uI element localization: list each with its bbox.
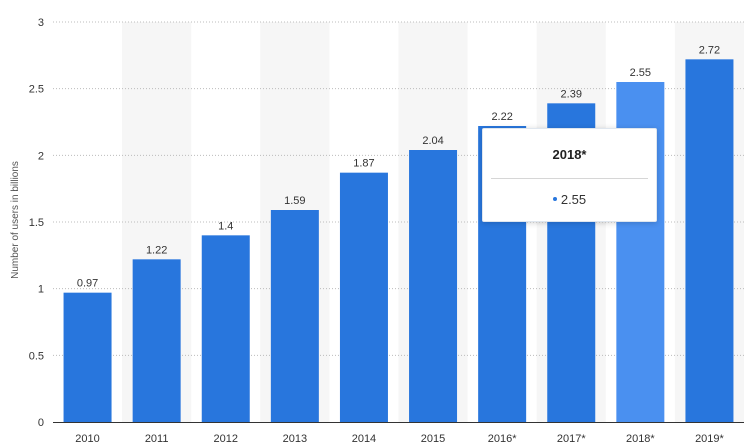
x-tick-label: 2018*: [626, 433, 655, 444]
bar-2011[interactable]: [132, 259, 181, 422]
y-axis-title: Number of users in billions: [10, 161, 21, 279]
data-label: 2.22: [491, 111, 512, 123]
tooltip-divider: [491, 178, 648, 179]
y-tick-label: 2: [38, 150, 44, 162]
y-tick-label: 0.5: [29, 350, 44, 362]
data-labels: 0.97 1.22 1.4 1.59 1.87 2.04 2.22 2.39 2.55 2.72: [77, 44, 720, 289]
bar-2019-projected[interactable]: [685, 59, 734, 422]
bar-2014[interactable]: [339, 172, 388, 422]
data-label: 2.04: [422, 135, 443, 147]
x-tick-label: 2014: [352, 433, 376, 444]
data-label: 1.59: [284, 195, 305, 207]
x-tick-label: 2017*: [557, 433, 586, 444]
data-label: 1.4: [218, 220, 233, 232]
bar-2015[interactable]: [409, 150, 458, 422]
bar-2012[interactable]: [201, 235, 250, 422]
y-tick-label: 3: [38, 17, 44, 29]
data-label: 1.87: [353, 158, 374, 170]
gridlines: [53, 21, 744, 356]
y-tick-label: 1: [38, 284, 44, 296]
y-tick-label: 1.5: [29, 217, 44, 229]
tooltip-value-row: 2.55: [483, 192, 656, 207]
data-label: 2.55: [630, 67, 651, 79]
y-axis-ticks: 0 0.5 1 1.5 2 2.5 3: [29, 17, 44, 429]
bars: [63, 59, 734, 422]
x-tick-label: 2013: [283, 433, 307, 444]
tooltip-title: 2018*: [552, 147, 587, 162]
y-tick-label: 2.5: [29, 84, 44, 96]
data-label: 0.97: [77, 278, 98, 290]
tooltip-value: 2.55: [560, 192, 587, 207]
data-label: 1.22: [146, 244, 167, 256]
x-tick-label: 2015: [421, 433, 445, 444]
bar-2013[interactable]: [270, 210, 319, 422]
y-tick-label: 0: [38, 417, 44, 429]
tooltip: 2018* 2.55: [482, 128, 657, 222]
data-label: 2.39: [561, 88, 582, 100]
bar-2010[interactable]: [63, 292, 112, 422]
x-tick-label: 2019*: [695, 433, 724, 444]
series-dot-icon: [552, 196, 557, 201]
data-label: 2.72: [699, 44, 720, 56]
x-tick-label: 2016*: [488, 433, 517, 444]
x-tick-label: 2010: [75, 433, 99, 444]
x-tick-label: 2011: [145, 433, 169, 444]
x-axis-ticks: 2010 2011 2012 2013 2014 2015 2016* 2017* 2018* 2…: [75, 433, 724, 444]
x-tick-label: 2012: [214, 433, 238, 444]
